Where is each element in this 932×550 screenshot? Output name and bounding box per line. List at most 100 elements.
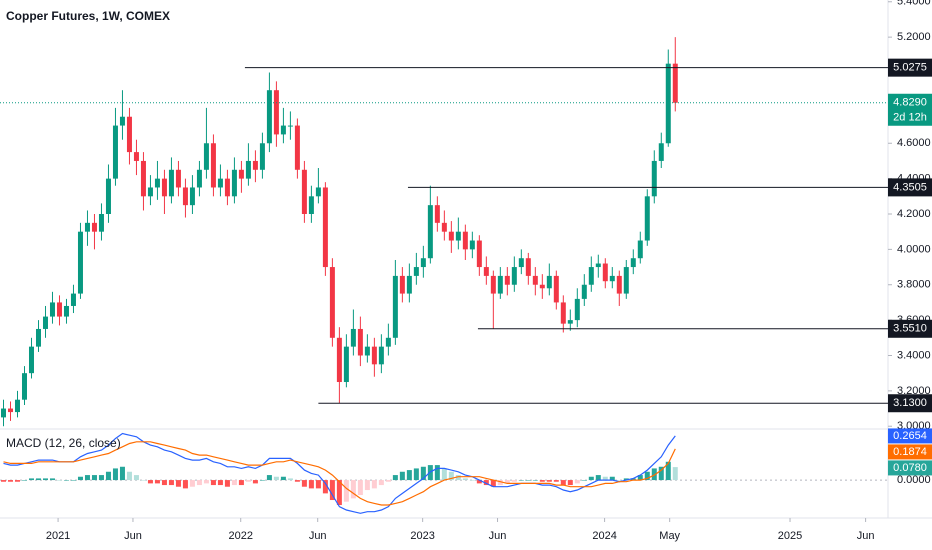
- x-tick-label: Jun: [124, 530, 142, 542]
- candle-body: [602, 263, 608, 282]
- candle-body: [546, 275, 552, 289]
- level-tag: [888, 178, 932, 197]
- candle-body: [392, 275, 398, 338]
- x-tick-label: May: [659, 530, 680, 542]
- candle-body: [623, 267, 629, 294]
- x-tick-label: 2024: [592, 530, 616, 542]
- candle-body: [308, 196, 314, 214]
- y-tick-label: 4.2000: [897, 208, 931, 220]
- candle-body: [329, 267, 335, 338]
- histogram-bar: [609, 476, 615, 481]
- histogram-bar: [483, 480, 489, 486]
- candle-body: [224, 178, 230, 197]
- candle-body: [273, 90, 279, 135]
- candle-body: [105, 178, 111, 214]
- histogram-bar: [196, 480, 202, 486]
- level-tag-label: 5.0275: [893, 62, 927, 74]
- candle-body: [42, 316, 48, 329]
- candle-body: [98, 214, 104, 232]
- candle-body: [112, 125, 118, 179]
- histogram-bar: [266, 475, 272, 481]
- candle-body: [553, 275, 559, 303]
- histogram-bar: [441, 468, 447, 481]
- candle-body: [385, 337, 391, 347]
- candle-body: [56, 302, 62, 317]
- histogram-bar: [245, 480, 251, 482]
- candle-body: [245, 160, 251, 179]
- candle-body: [448, 231, 454, 241]
- histogram-bar: [238, 480, 244, 486]
- candle-body: [0, 408, 6, 418]
- histogram-bar: [644, 471, 650, 481]
- histogram-bar: [364, 480, 370, 491]
- candle-body: [609, 275, 615, 282]
- candle-body: [161, 178, 167, 197]
- candle-body: [7, 408, 13, 413]
- histogram-bar: [182, 480, 188, 489]
- histogram-bar: [0, 480, 6, 482]
- x-tick-label: 2021: [46, 530, 70, 542]
- histogram-bar: [133, 475, 139, 481]
- candle-body: [77, 231, 83, 294]
- candle-body: [343, 346, 349, 383]
- histogram-bar: [581, 480, 587, 481]
- candle-body: [525, 258, 531, 276]
- histogram-bar: [560, 480, 566, 486]
- histogram-bar: [56, 480, 62, 481]
- y-tick-label: 4.0000: [897, 243, 931, 255]
- candle-body: [322, 187, 328, 268]
- histogram-bar: [602, 476, 608, 481]
- indicator-tag-label: 0.2654: [893, 430, 927, 442]
- histogram-bar: [406, 470, 412, 481]
- histogram-bar: [273, 476, 279, 481]
- indicator-tag: [888, 428, 932, 444]
- histogram-bar: [588, 476, 594, 481]
- histogram-bar: [350, 480, 356, 499]
- histogram-bar: [371, 480, 377, 489]
- countdown-label: 2d 12h: [893, 112, 927, 124]
- candle-body: [441, 222, 447, 232]
- candle-body: [91, 222, 97, 232]
- histogram-bar: [203, 480, 209, 484]
- candle-body: [518, 258, 524, 268]
- histogram-bar: [217, 480, 223, 486]
- histogram-bar: [308, 480, 314, 489]
- histogram-bar: [63, 480, 69, 481]
- candle-body: [651, 160, 657, 197]
- candle-body: [133, 152, 139, 161]
- indicator-tag: [888, 460, 932, 476]
- candle-body: [84, 222, 90, 232]
- histogram-bar: [434, 465, 440, 481]
- histogram-bar: [210, 480, 216, 486]
- candle-body: [574, 298, 580, 321]
- candle-body: [182, 187, 188, 206]
- candle-body: [364, 346, 370, 356]
- candle-body: [28, 346, 34, 374]
- histogram-bar: [399, 471, 405, 481]
- histogram-bar: [105, 471, 111, 481]
- candle-body: [49, 302, 55, 317]
- histogram-bar: [21, 480, 27, 481]
- candle-body: [644, 196, 650, 241]
- histogram-bar: [385, 480, 391, 482]
- histogram-bar: [518, 480, 524, 481]
- candle-body: [168, 169, 174, 197]
- histogram-bar: [126, 471, 132, 481]
- candle-body: [147, 187, 153, 197]
- y2-tick-label: 0.0000: [897, 474, 931, 486]
- candle-body: [630, 258, 636, 268]
- candle-body: [287, 125, 293, 127]
- histogram-bar: [630, 478, 636, 481]
- histogram-bar: [287, 478, 293, 481]
- histogram-bar: [42, 478, 48, 481]
- histogram-bar: [154, 480, 160, 484]
- candle-body: [175, 169, 181, 188]
- candle-body: [196, 169, 202, 188]
- level-tag-label: 4.3505: [893, 181, 927, 193]
- candle-body: [252, 160, 258, 170]
- x-tick-label: 2023: [410, 530, 434, 542]
- histogram-bar: [70, 480, 76, 481]
- candle-body: [238, 169, 244, 179]
- y-tick-label: 3.8000: [897, 279, 931, 291]
